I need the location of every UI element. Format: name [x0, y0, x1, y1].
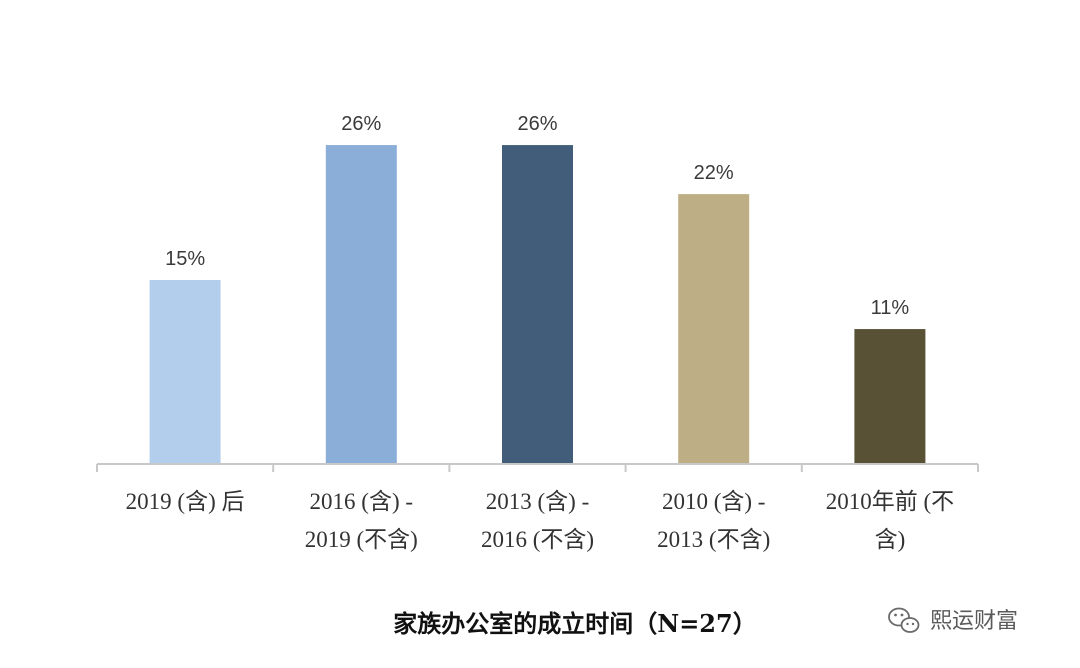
watermark-text: 熙运财富 [930, 609, 1018, 634]
x-tick-label-2-line-1: 2016 (含) - [310, 489, 413, 514]
x-tick-label-2-line-2: 2019 (不含) [305, 527, 418, 552]
x-tick-label-5-line-2: 含) [875, 527, 906, 552]
bar-5 [854, 329, 926, 464]
x-tick-label-4-line-2: 2013 (不含) [657, 527, 770, 552]
chart-title: 家族办公室的成立时间（N=27） [393, 609, 756, 638]
data-label-3: 26% [517, 113, 557, 135]
x-tick-label-3-line-2: 2016 (不含) [481, 527, 594, 552]
bars-group [149, 145, 926, 465]
data-label-1: 15% [165, 248, 205, 270]
x-tick-label-5-line-1: 2010年前 (不 [826, 489, 954, 514]
wechat-icon [888, 607, 920, 633]
x-tick-label-1-line-1: 2019 (含) 后 [126, 489, 245, 514]
value-labels-group: 15% 26% 26% 22% 11% [165, 113, 909, 319]
x-tick-labels-group: 2019 (含) 后 2016 (含) - 2019 (不含) 2013 (含) - 2… [126, 489, 954, 552]
bar-3 [502, 145, 573, 465]
data-label-4: 22% [694, 162, 734, 184]
bar-1 [149, 280, 221, 464]
data-label-5: 11% [871, 297, 910, 319]
bar-4 [678, 194, 750, 464]
x-tick-label-3-line-1: 2013 (含) - [486, 489, 589, 514]
x-tick-label-4-line-1: 2010 (含) - [662, 489, 765, 514]
bar-2 [325, 145, 397, 465]
x-axis [96, 463, 979, 472]
data-label-2: 26% [341, 113, 381, 135]
watermark: 熙运财富 [888, 607, 1018, 634]
